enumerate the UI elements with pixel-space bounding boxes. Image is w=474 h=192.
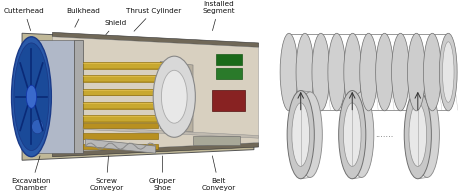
Text: Bulkhead: Bulkhead	[66, 8, 100, 27]
Polygon shape	[36, 40, 73, 153]
Ellipse shape	[344, 33, 362, 111]
FancyBboxPatch shape	[217, 54, 242, 65]
Ellipse shape	[409, 103, 427, 166]
Polygon shape	[53, 143, 259, 157]
FancyBboxPatch shape	[83, 62, 165, 69]
Ellipse shape	[338, 91, 366, 179]
Ellipse shape	[312, 33, 330, 111]
Ellipse shape	[14, 43, 49, 151]
Ellipse shape	[280, 33, 298, 111]
Text: Gripper
Shoe: Gripper Shoe	[149, 156, 176, 191]
Text: Thrust Cylinder: Thrust Cylinder	[126, 8, 181, 31]
Ellipse shape	[287, 91, 314, 179]
Ellipse shape	[153, 56, 195, 137]
Ellipse shape	[442, 42, 454, 102]
FancyBboxPatch shape	[83, 133, 158, 139]
Ellipse shape	[423, 33, 441, 111]
Ellipse shape	[415, 92, 439, 177]
Text: Screw
Conveyor: Screw Conveyor	[89, 156, 124, 191]
Text: Cutterhead: Cutterhead	[4, 8, 45, 31]
Ellipse shape	[343, 103, 361, 166]
Ellipse shape	[439, 33, 457, 111]
Polygon shape	[83, 127, 259, 138]
FancyBboxPatch shape	[83, 123, 158, 128]
Ellipse shape	[360, 33, 377, 111]
FancyBboxPatch shape	[212, 90, 245, 111]
Ellipse shape	[298, 92, 322, 177]
Text: .......: .......	[375, 130, 393, 139]
Polygon shape	[22, 33, 254, 160]
Polygon shape	[53, 32, 259, 47]
Ellipse shape	[26, 85, 36, 108]
Text: Belt
Conveyor: Belt Conveyor	[201, 156, 236, 191]
Polygon shape	[85, 139, 155, 153]
FancyBboxPatch shape	[83, 102, 165, 108]
FancyBboxPatch shape	[83, 115, 165, 122]
Ellipse shape	[11, 37, 51, 157]
Polygon shape	[160, 61, 193, 132]
Ellipse shape	[328, 33, 346, 111]
Ellipse shape	[292, 103, 310, 166]
Ellipse shape	[376, 33, 393, 111]
Polygon shape	[73, 40, 83, 153]
FancyBboxPatch shape	[83, 75, 165, 82]
Ellipse shape	[32, 120, 44, 134]
FancyBboxPatch shape	[193, 137, 240, 145]
Ellipse shape	[162, 70, 187, 123]
FancyBboxPatch shape	[83, 144, 158, 149]
FancyBboxPatch shape	[217, 68, 242, 79]
Text: Excavation
Chamber: Excavation Chamber	[12, 156, 51, 191]
Text: Shield: Shield	[105, 20, 127, 35]
Ellipse shape	[349, 92, 374, 177]
Ellipse shape	[404, 91, 431, 179]
Ellipse shape	[392, 33, 410, 111]
Text: Installed
Segment: Installed Segment	[202, 1, 235, 31]
Polygon shape	[53, 37, 259, 152]
Ellipse shape	[296, 33, 314, 111]
Ellipse shape	[408, 33, 425, 111]
FancyBboxPatch shape	[83, 89, 165, 95]
